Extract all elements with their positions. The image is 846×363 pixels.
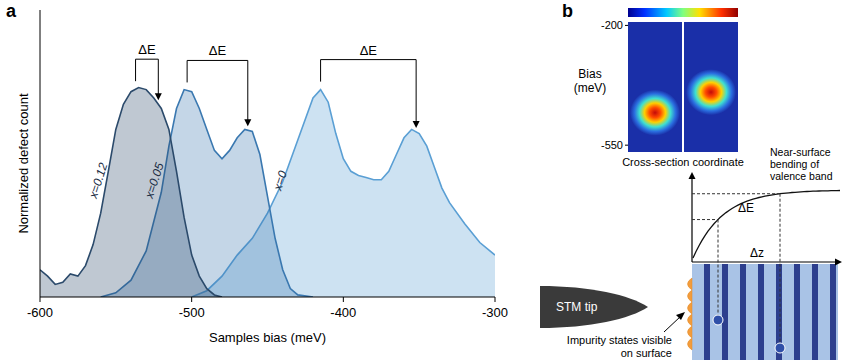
delta-e-label: ΔE [738,201,754,215]
inset-tick [625,25,628,26]
x-tick-label: -500 [179,305,205,320]
bracket-line [187,60,248,120]
x-tick [191,297,192,302]
inset-y-title: Bias(meV) [574,67,607,95]
line: bending of [770,158,819,170]
panel-letter: a [6,1,17,21]
depth-axis [692,261,836,262]
line: Near-surface [770,146,831,158]
inset-tick [625,145,628,146]
delta-z-label: Δz [750,246,764,260]
heatmap-half [628,22,682,152]
x-tick [495,297,496,302]
series-label: x=0.05 [142,161,167,201]
stripe-dark [740,264,746,360]
inset-tick-label: -550 [601,139,623,151]
line: valence band [770,170,833,182]
x-axis-title: Samples bias (meV) [209,330,326,345]
line: on surface [621,347,672,359]
heatmap-peak [630,90,680,136]
arrow-head [155,93,162,100]
stripe-dark [830,264,836,360]
x-tick-label: -400 [330,305,356,320]
area-fill [40,88,222,298]
inset-x-title: Cross-section coordinate [622,156,744,168]
heatmap-bg [684,22,738,152]
line: Impurity states visible [567,334,672,346]
stripe-dark [722,264,728,360]
series-label: x=0.12 [86,161,111,201]
line: Bias [578,67,601,81]
delta-e-bracket [136,59,162,100]
line: (meV) [574,81,607,95]
stripe-light [728,264,740,360]
panel-letter: b [562,1,573,21]
stm-tip [540,286,648,328]
delta-e-bracket [321,60,420,128]
impurity-states [688,278,693,350]
arrow-head [413,121,420,128]
impurity-dot [713,315,723,325]
guide-v [780,194,781,343]
pointer-line [664,316,681,332]
tip-label: STM tip [556,300,598,314]
x-axis [40,297,495,298]
stripe-light [692,264,704,360]
bracket-line [136,59,159,94]
stripe-light [800,264,812,360]
y-axis-title: Normalized defect count [16,93,31,234]
band-label: Near-surfacebending ofvalence band [770,146,833,182]
area-line [40,88,222,298]
stripe-light [818,264,830,360]
figure: a -600 -500 -400 -300 Samples bias (meV) Norma… [0,0,846,363]
x-tick-label: -300 [482,305,508,320]
arrow-head [244,119,251,126]
heatmap-peak [686,69,736,115]
y-axis [40,10,41,297]
plot-area [40,88,495,298]
crystal [692,264,838,360]
bracket-line [321,60,417,122]
guide-h [692,193,780,194]
arrow-head [835,259,842,266]
stripe-dark [758,264,764,360]
band-curve [693,191,840,259]
stripe-light [710,264,722,360]
arrow-head [676,312,685,320]
annotation: ΔE [209,43,227,58]
x-tick-label: -600 [27,305,53,320]
stripe-light [764,264,776,360]
annotation: ΔE [360,43,378,58]
guide-h [692,219,718,220]
stripe-dark [704,264,710,360]
impurity-label: Impurity states visibleon surface [567,334,672,359]
divider [682,22,684,152]
annotation: ΔE [138,42,156,57]
colorbar [628,8,738,17]
x-tick [343,297,344,302]
series-label: x=0 [270,169,290,193]
stripe-light [836,264,838,360]
stripe-light [746,264,758,360]
guide-v [718,220,719,315]
stripe-dark [794,264,800,360]
impurity-dot [775,343,785,353]
heatmap-bg [628,22,682,152]
stripe-dark [812,264,818,360]
inset-tick-label: -200 [601,19,623,31]
heatmap-half [684,22,738,152]
arrow-head [689,172,696,179]
delta-e-bracket [187,60,251,126]
x-tick [40,297,41,302]
